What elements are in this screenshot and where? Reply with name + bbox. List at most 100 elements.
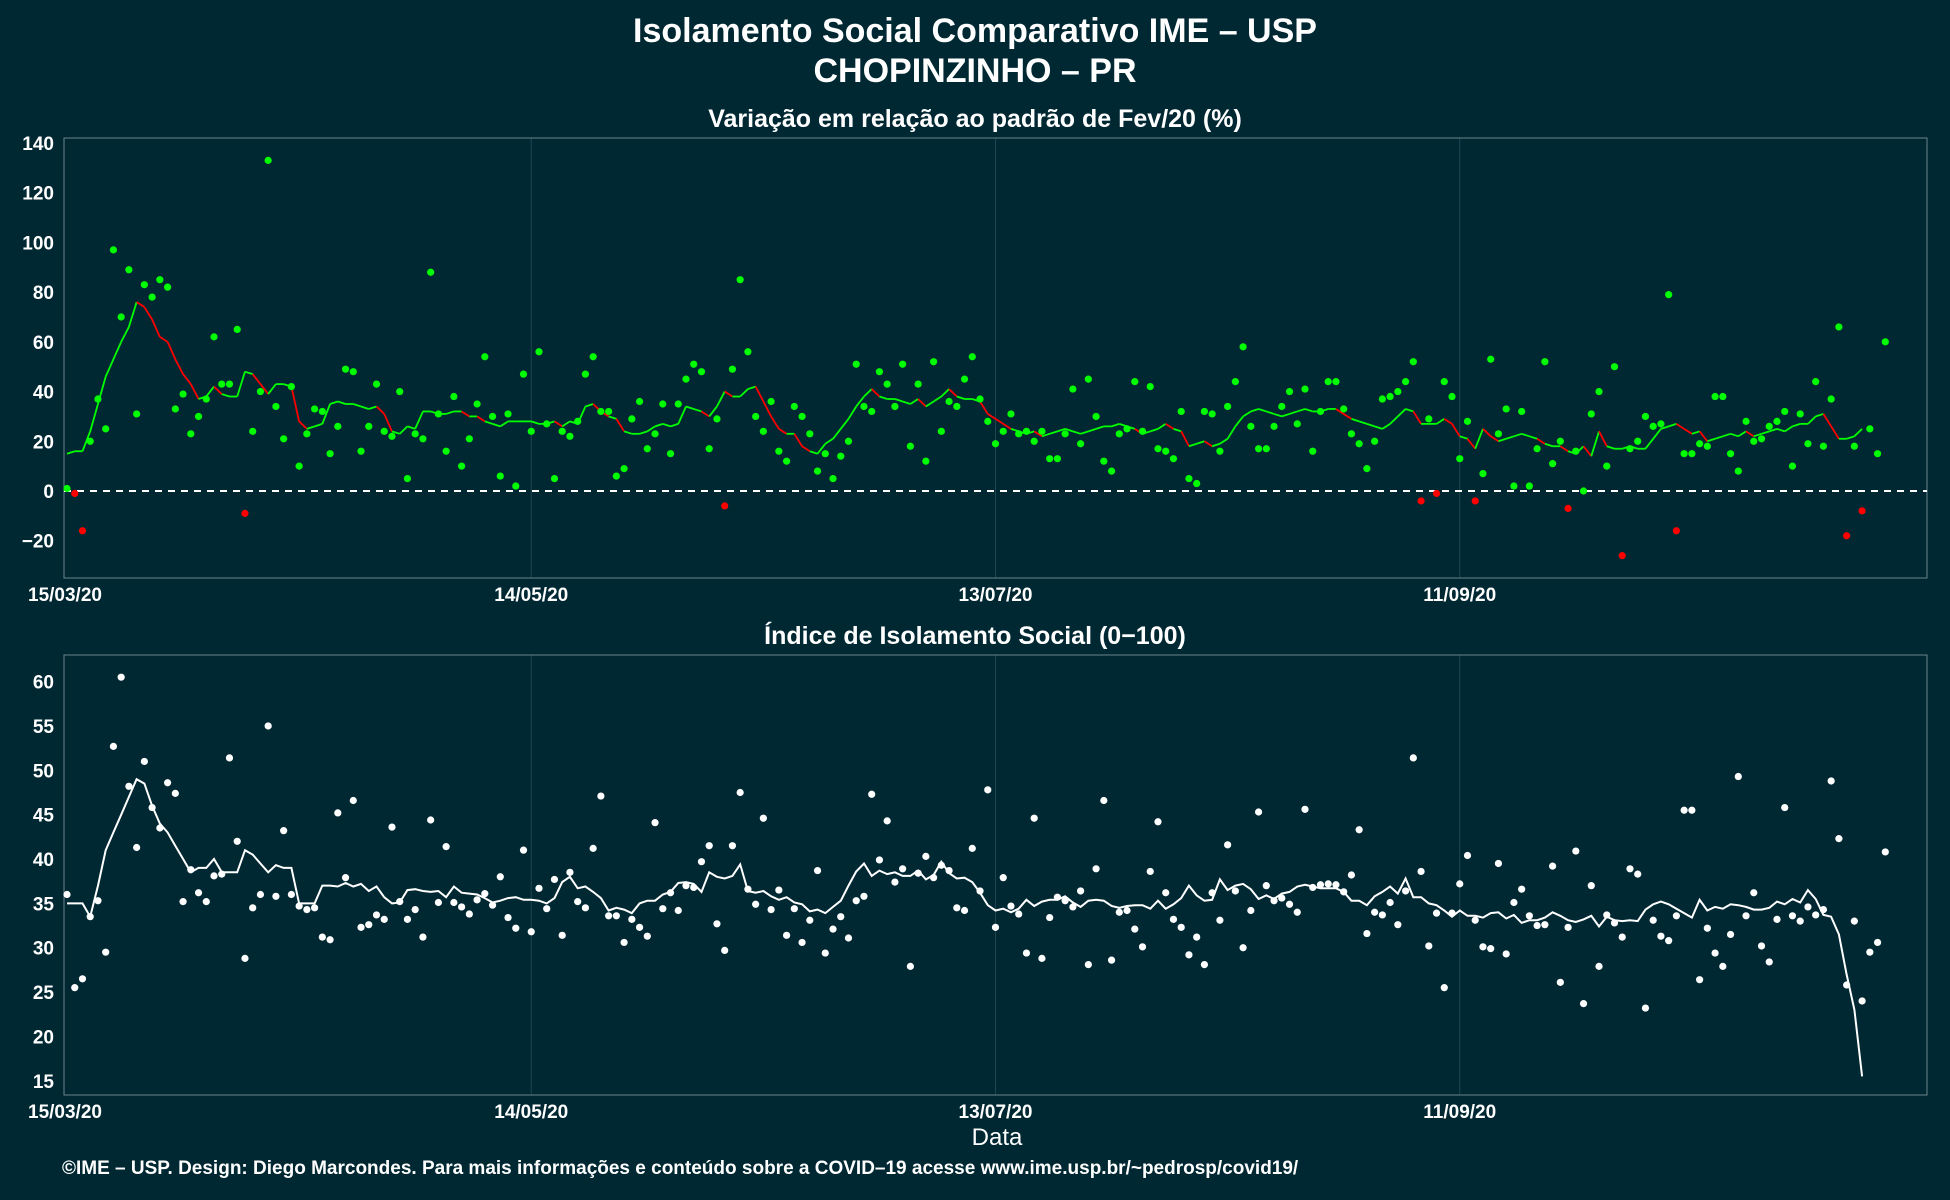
data-point (519, 846, 528, 854)
data-point (1564, 923, 1572, 931)
moving-average-segment (1211, 442, 1221, 448)
moving-average-segment (685, 405, 695, 410)
data-point (891, 402, 899, 411)
data-point (1371, 437, 1379, 445)
data-point (334, 809, 342, 817)
y-tick-label: 50 (33, 761, 54, 782)
data-point (171, 405, 179, 413)
data-point (218, 380, 226, 388)
moving-average-segment (1149, 427, 1159, 433)
data-point (1757, 942, 1766, 950)
data-point (1270, 897, 1278, 905)
moving-average-segment (708, 405, 718, 417)
data-point (1781, 803, 1789, 812)
data-point (1819, 905, 1828, 914)
data-point (1169, 455, 1178, 463)
moving-average-segment (879, 395, 888, 400)
moving-average-segment (1002, 423, 1012, 430)
data-point (705, 842, 713, 850)
data-point (651, 430, 659, 438)
data-point (527, 928, 535, 936)
moving-average-segment (832, 428, 842, 440)
data-point (1285, 387, 1294, 396)
moving-average-segment (112, 341, 122, 360)
x-tick-label: 15/03/20 (28, 585, 102, 606)
data-point (1061, 897, 1069, 905)
moving-average-segment (1335, 408, 1345, 415)
moving-average-segment (1041, 432, 1050, 438)
data-point (1231, 378, 1239, 386)
data-point (744, 348, 752, 356)
moving-average-segment (662, 423, 671, 428)
data-point (365, 921, 373, 929)
data-point (945, 866, 953, 875)
data-point (496, 472, 504, 480)
moving-average-segment (492, 423, 501, 428)
moving-average-segment (979, 401, 989, 415)
data-point (163, 779, 172, 787)
data-point (1270, 422, 1278, 430)
moving-average-segment (1157, 423, 1167, 430)
moving-average-segment (770, 415, 780, 430)
data-point (945, 397, 953, 406)
data-point (140, 281, 148, 289)
data-point (597, 792, 605, 800)
data-point (218, 870, 226, 878)
data-point (1115, 430, 1123, 438)
moving-average-segment (1753, 432, 1762, 438)
moving-average-segment (205, 386, 215, 398)
data-point (1340, 405, 1348, 413)
data-point (566, 432, 574, 440)
data-point (1278, 894, 1286, 902)
moving-average-segment (445, 410, 455, 415)
plot-frame (63, 137, 1928, 579)
data-point (1510, 898, 1518, 907)
moving-average-segment (159, 336, 169, 343)
moving-average-segment (623, 430, 633, 435)
data-point (1657, 932, 1665, 940)
moving-average-segment (1536, 438, 1546, 445)
data-point (767, 905, 775, 914)
data-point (163, 283, 172, 291)
moving-average-segment (1853, 428, 1863, 437)
moving-average-segment (1466, 438, 1476, 450)
data-point (713, 415, 721, 423)
y-tick-label: 0 (43, 482, 54, 503)
data-point (187, 430, 195, 438)
moving-average-segment (1675, 423, 1685, 430)
moving-average-segment (1683, 428, 1693, 435)
moving-average-segment (615, 418, 625, 432)
data-point (1092, 412, 1100, 421)
data-point (1873, 450, 1882, 458)
y-tick-label: 45 (33, 806, 55, 827)
data-point (1781, 407, 1789, 416)
data-point (543, 420, 551, 428)
data-point (1107, 467, 1116, 475)
data-point (109, 246, 118, 254)
data-point (117, 673, 125, 681)
data-point (1224, 841, 1232, 849)
data-point (1610, 363, 1619, 371)
moving-average-segment (236, 371, 246, 397)
data-point (496, 873, 504, 881)
data-point (365, 422, 373, 430)
moving-average-segment (917, 398, 927, 408)
data-point (465, 435, 473, 443)
data-point (1533, 921, 1541, 930)
data-point (744, 885, 752, 893)
data-point (1378, 911, 1386, 919)
moving-average-segment (585, 403, 594, 408)
data-point (341, 874, 350, 882)
data-point (287, 382, 295, 391)
data-point (674, 906, 682, 915)
data-point (280, 435, 288, 443)
data-point (1726, 450, 1735, 458)
data-point (659, 400, 667, 408)
moving-average-segment (1714, 435, 1724, 440)
data-point (953, 402, 961, 411)
data-point (488, 412, 497, 421)
moving-average-segment (1598, 430, 1608, 447)
data-point (179, 390, 187, 398)
data-point (1440, 984, 1448, 992)
